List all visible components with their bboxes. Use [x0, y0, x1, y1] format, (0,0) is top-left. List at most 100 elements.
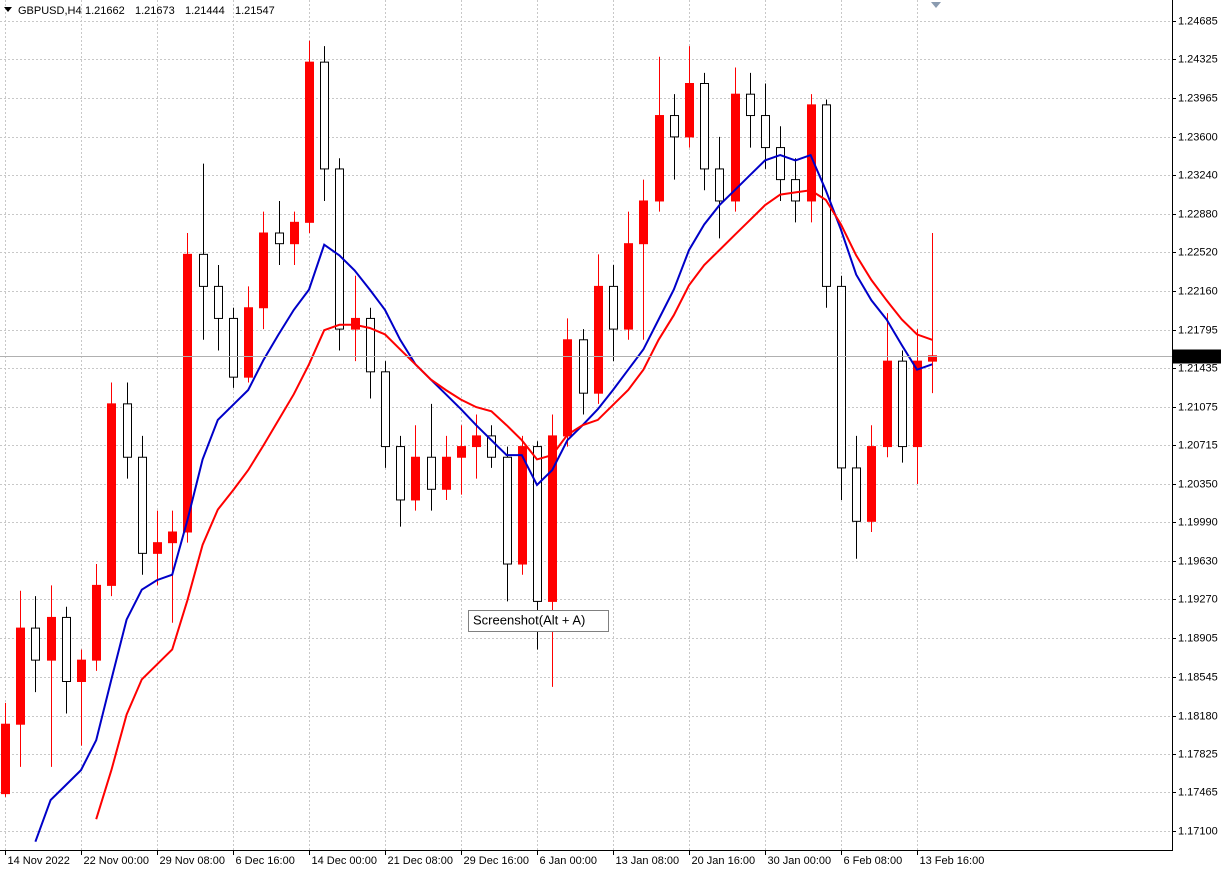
candle-body [366, 317, 375, 373]
y-tick-label: 1.19630 [1178, 555, 1218, 567]
y-tick-label: 1.23600 [1178, 131, 1218, 143]
x-tick-label: 6 Feb 08:00 [844, 855, 903, 867]
candle-body [548, 435, 557, 602]
tooltip-text: Screenshot(Alt + A) [473, 612, 585, 627]
candle-body [16, 627, 25, 725]
y-tick-label: 1.21795 [1178, 324, 1218, 336]
y-tick-label: 1.24685 [1178, 15, 1218, 27]
candle-body [47, 616, 56, 661]
tooltip-box [468, 610, 609, 632]
candle-body [472, 435, 481, 448]
tooltip: Screenshot(Alt + A) [468, 610, 609, 632]
y-tick-label: 1.21075 [1178, 401, 1218, 413]
candle-body [655, 115, 664, 202]
candle-body [746, 93, 755, 117]
last-price-box [1172, 349, 1221, 364]
x-tick-label: 29 Dec 16:00 [464, 855, 529, 867]
candle-body [852, 467, 861, 522]
candle-body [518, 446, 527, 565]
candle-body [457, 446, 466, 458]
x-tick-label: 30 Jan 00:00 [768, 855, 832, 867]
candle-body [229, 317, 238, 378]
candle-body [700, 83, 709, 170]
candle-body [715, 168, 724, 202]
y-tick-label: 1.20715 [1178, 439, 1218, 451]
candle-body [563, 339, 572, 437]
candle-body [259, 232, 268, 309]
candle-body [533, 446, 542, 602]
candle-body [411, 456, 420, 501]
candle-body [183, 253, 192, 533]
y-tick-label: 1.20350 [1178, 478, 1218, 490]
x-tick-label: 13 Feb 16:00 [920, 855, 985, 867]
candle-body [320, 61, 329, 170]
candle-body [31, 627, 40, 661]
x-tick-label: 6 Dec 16:00 [236, 855, 295, 867]
candle-body [579, 339, 588, 394]
candle-body [107, 403, 116, 586]
header: GBPUSD,H4 1.21662 1.21673 1.21444 1.21547 [18, 5, 275, 17]
header-ohlc-value: 1.21673 [135, 5, 175, 17]
y-tick-label: 1.23965 [1178, 92, 1218, 104]
candle-body [761, 115, 770, 149]
candle-body [776, 147, 785, 181]
shift-marker [931, 2, 941, 8]
x-tick-label: 6 Jan 00:00 [540, 855, 598, 867]
candle-body [275, 232, 284, 245]
candle-body [77, 659, 86, 682]
x-tick-label: 21 Dec 08:00 [388, 855, 453, 867]
y-tick-label: 1.22160 [1178, 285, 1218, 297]
candle-body [791, 179, 800, 202]
candle-body [351, 317, 360, 330]
y-tick-label: 1.22880 [1178, 208, 1218, 220]
header-ohlc-value: 1.21547 [235, 5, 275, 17]
candle-body [1, 723, 10, 795]
candle-body [123, 403, 132, 458]
x-tick-label: 14 Dec 00:00 [312, 855, 377, 867]
plot [0, 40, 1172, 843]
y-tick-label: 1.17825 [1178, 748, 1218, 760]
x-tick-label: 20 Jan 16:00 [692, 855, 756, 867]
candle-body [807, 104, 816, 202]
y-tick-label: 1.22520 [1178, 246, 1218, 258]
x-tick-label: 13 Jan 08:00 [616, 855, 680, 867]
candle-body [138, 456, 147, 554]
candle-body [442, 456, 451, 490]
y-tick-label: 1.23240 [1178, 169, 1218, 181]
candle-body [837, 285, 846, 469]
candle-body [381, 371, 390, 448]
axes: 1.24685 1.24325 1.23965 1.23600 1.23240 1.228… [5, 15, 1221, 867]
candle-body [913, 360, 922, 448]
y-tick-label: 1.17465 [1178, 786, 1218, 798]
y-tick-label: 1.21435 [1178, 362, 1218, 374]
menu-arrow[interactable] [4, 7, 12, 12]
y-tick-label: 1.17100 [1178, 825, 1218, 837]
x-tick-label: 22 Nov 00:00 [84, 855, 149, 867]
candle-body [92, 584, 101, 661]
symbol-title: GBPUSD,H4 [18, 5, 82, 17]
y-tick-label: 1.24325 [1178, 53, 1218, 65]
candle-body [62, 616, 71, 682]
candle-body [244, 307, 253, 378]
candle-body [427, 456, 436, 490]
candle-body [153, 542, 162, 554]
candle-body [670, 115, 679, 138]
candle-body [487, 435, 496, 458]
y-tick-label: 1.18180 [1178, 710, 1218, 722]
header-ohlc-value: 1.21444 [185, 5, 225, 17]
candle-body [335, 168, 344, 330]
candle-body [305, 61, 314, 223]
candle-body [624, 243, 633, 330]
y-tick-label: 1.18905 [1178, 632, 1218, 644]
moving-average-line [34, 153, 933, 843]
candle-body [883, 360, 892, 448]
last-price-label: 1.21547 [1178, 350, 1218, 362]
candle-body [639, 200, 648, 245]
candle-body [594, 285, 603, 394]
candle-body [168, 531, 177, 544]
x-tick-label: 29 Nov 08:00 [160, 855, 225, 867]
moving-average-line [95, 189, 933, 820]
candle-body [822, 104, 831, 287]
candle-body [396, 446, 405, 501]
